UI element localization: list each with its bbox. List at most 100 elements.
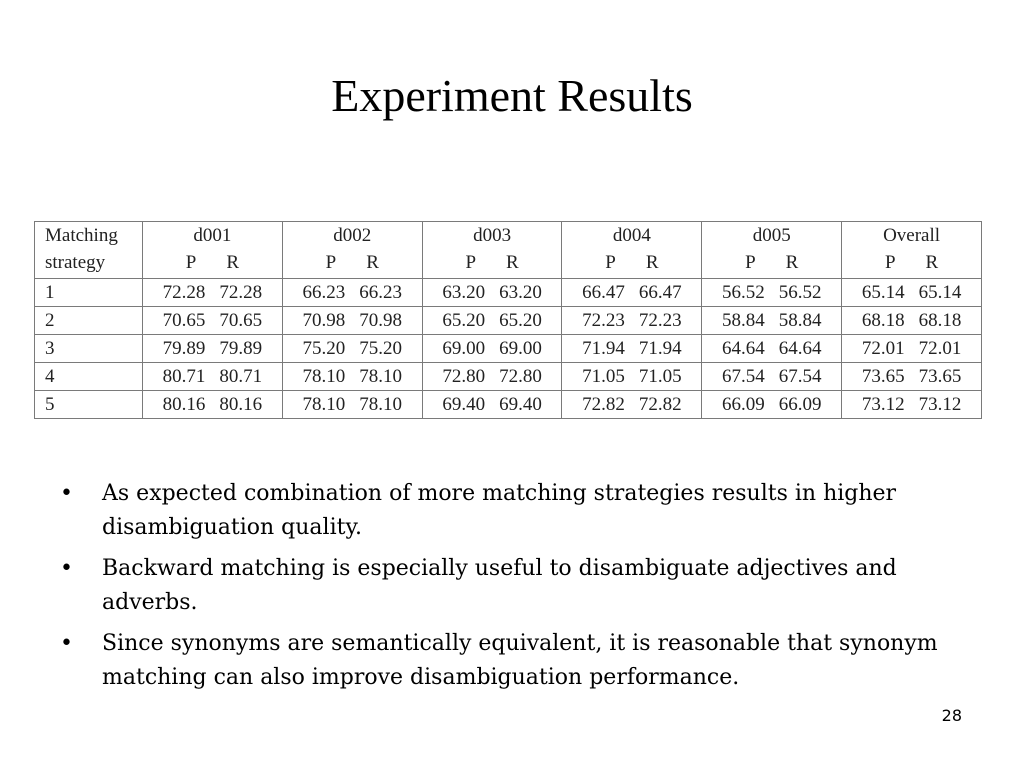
value-cell: 80.71 80.71 [142,362,283,391]
value-cell: 58.84 58.84 [701,306,843,335]
bullet-item: • Since synonyms are semantically equival… [60,627,960,695]
column-header-0: d001 P R [142,221,283,279]
column-header-3: d004 P R [561,221,703,279]
bullet-dot-icon: • [60,556,73,581]
precision-label: P [185,252,197,273]
recall-value: 64.64 [778,337,822,359]
pr-values: 71.05 71.05 [562,366,701,388]
pr-values: 78.10 78.10 [283,394,422,416]
value-cell: 63.20 63.20 [421,278,563,307]
precision-value: 78.10 [302,365,346,387]
bullet-item: • As expected combination of more matchin… [60,477,960,545]
table-row: 3 79.89 79.89 75.20 75.20 69.00 69.00 71.94 71.9… [34,334,982,363]
value-cell: 72.80 72.80 [421,362,563,391]
value-cell: 66.09 66.09 [701,390,843,419]
pr-values: 70.65 70.65 [143,310,282,332]
recall-value: 75.20 [359,337,402,359]
recall-value: 65.20 [499,309,542,331]
precision-value: 72.23 [582,309,625,331]
table-row: 1 72.28 72.28 66.23 66.23 63.20 63.20 66.47 66.4… [34,278,982,307]
recall-value: 66.09 [778,393,822,415]
pr-values: 79.89 79.89 [143,338,282,360]
precision-value: 66.47 [582,281,625,303]
column-name: d003 [473,225,512,246]
table-row: 2 70.65 70.65 70.98 70.98 65.20 65.20 72.23 72.2… [34,306,982,335]
pr-values: 69.00 69.00 [423,338,562,360]
strategy-cell: 3 [34,334,143,363]
value-cell: 67.54 67.54 [701,362,843,391]
precision-value: 73.12 [861,393,905,415]
pr-values: 73.12 73.12 [842,394,981,416]
recall-value: 72.01 [918,337,962,359]
bullet-dot-icon: • [60,631,73,656]
column-name: d002 [333,225,372,246]
precision-value: 63.20 [442,281,486,303]
bullet-text: Backward matching is especially useful t… [102,556,897,615]
recall-value: 78.10 [359,393,402,415]
pr-values: 78.10 78.10 [283,366,422,388]
pr-values: 66.47 66.47 [562,282,701,304]
value-cell: 72.28 72.28 [142,278,283,307]
recall-label: R [506,252,519,273]
strategy-header: Matching strategy [34,221,143,279]
pr-values: 72.80 72.80 [423,366,562,388]
precision-value: 66.09 [721,393,765,415]
value-cell: 70.65 70.65 [142,306,283,335]
precision-label: P [465,252,477,273]
value-cell: 73.65 73.65 [841,362,982,391]
bullet-item: • Backward matching is especially useful … [60,552,960,620]
precision-value: 66.23 [302,281,346,303]
strategy-cell: 4 [34,362,143,391]
slide-title: Experiment Results [331,70,693,121]
recall-value: 72.23 [638,309,682,331]
value-cell: 65.14 65.14 [841,278,982,307]
pr-values: 66.23 66.23 [283,282,422,304]
precision-value: 65.20 [442,309,486,331]
value-cell: 66.47 66.47 [561,278,703,307]
precision-value: 79.89 [162,337,206,359]
recall-value: 69.00 [499,337,542,359]
value-cell: 71.94 71.94 [561,334,703,363]
recall-value: 58.84 [778,309,822,331]
recall-value: 72.28 [219,281,263,303]
value-cell: 71.05 71.05 [561,362,703,391]
bullet-dot-icon: • [60,481,73,506]
table-row: 5 80.16 80.16 78.10 78.10 69.40 69.40 72.82 72.8… [34,390,982,419]
strategy-header-line1: Matching [45,225,118,246]
pr-values: 72.28 72.28 [143,282,282,304]
bullet-list: • As expected combination of more matchin… [60,477,960,702]
recall-value: 70.65 [219,309,263,331]
precision-value: 71.94 [582,337,625,359]
recall-value: 67.54 [778,365,822,387]
recall-value: 80.71 [219,365,263,387]
precision-value: 71.05 [582,365,625,387]
pr-values: 56.52 56.52 [702,282,841,304]
column-header-1: d002 P R [281,221,423,279]
value-cell: 56.52 56.52 [701,278,843,307]
value-cell: 72.82 72.82 [561,390,703,419]
strategy-cell: 2 [34,306,143,335]
precision-label: P [745,252,756,273]
precision-value: 72.82 [582,393,625,415]
value-cell: 72.01 72.01 [841,334,982,363]
strategy-cell: 5 [34,390,143,419]
recall-value: 78.10 [359,365,402,387]
strategy-header-line2: strategy [45,252,106,273]
table-body: 1 72.28 72.28 66.23 66.23 63.20 63.20 66.47 66.4… [34,278,982,419]
recall-value: 71.94 [638,337,682,359]
value-cell: 70.98 70.98 [281,306,423,335]
precision-value: 72.80 [442,365,486,387]
precision-value: 65.14 [861,281,905,303]
pr-values: 72.82 72.82 [562,394,701,416]
precision-value: 58.84 [721,309,765,331]
strategy-cell: 1 [34,278,143,307]
pr-values: 65.14 65.14 [842,282,981,304]
pr-values: 80.71 80.71 [143,366,282,388]
recall-value: 71.05 [638,365,682,387]
column-name: d004 [612,225,651,246]
recall-label: R [645,252,659,273]
column-header-4: d005 P R [701,221,843,279]
